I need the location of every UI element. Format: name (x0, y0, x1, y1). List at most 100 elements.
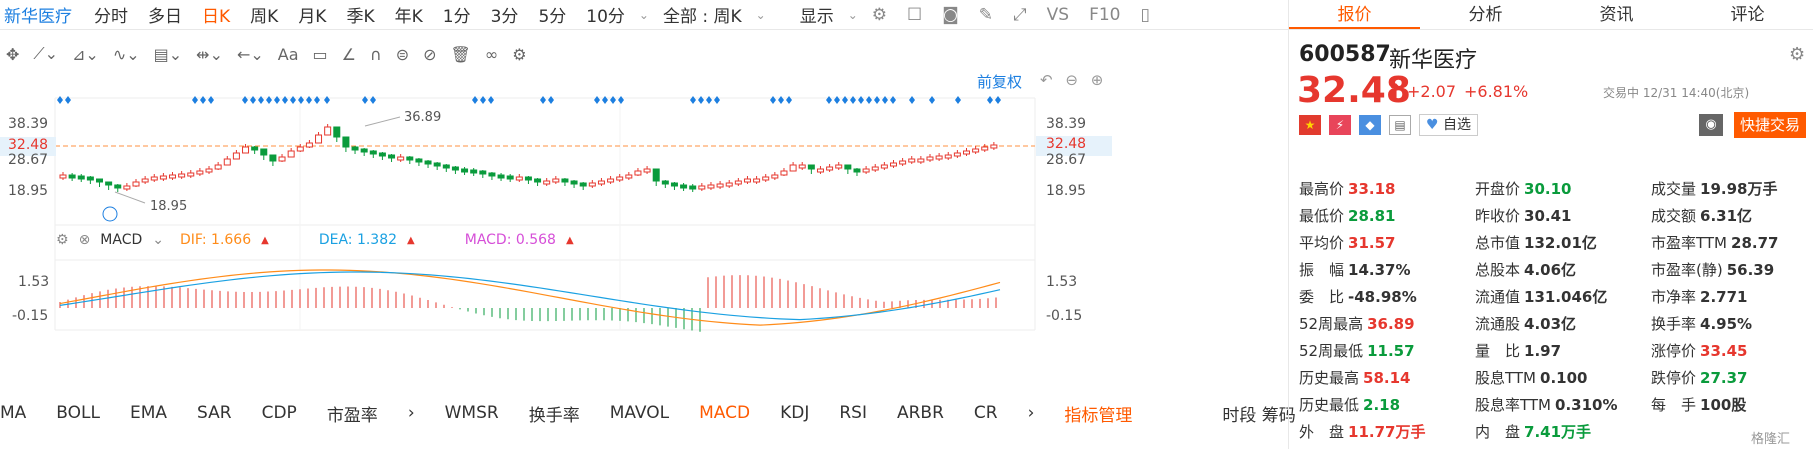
indicator-item[interactable]: SAR (197, 403, 232, 423)
dea-line (59, 271, 1001, 321)
period-tab[interactable]: 10分 (586, 7, 625, 27)
panel-settings-icon[interactable]: ⚙ (1789, 44, 1806, 65)
side-panel-icon[interactable]: ▯ (1140, 4, 1150, 25)
indicator-item[interactable]: ARBR (896, 403, 944, 423)
period-tab[interactable]: 季K (346, 7, 375, 27)
more-periods-chevron-icon[interactable]: ⌄ (638, 7, 649, 22)
period-tab[interactable]: 5分 (538, 7, 567, 27)
undo-icon[interactable]: ↶ (1040, 71, 1053, 89)
fullscreen-icon[interactable]: ⤢ (1013, 4, 1027, 25)
channel-tool-icon[interactable]: ⊿⌄ (72, 44, 99, 64)
quote-field: 总股本 4.06亿 (1475, 257, 1651, 284)
quote-field: 振 幅 14.37% (1299, 257, 1475, 284)
search-magnifier-icon[interactable] (102, 206, 118, 222)
period-tab[interactable]: 周K (250, 7, 279, 27)
quote-field-value: 30.10 (1524, 180, 1572, 198)
indicator-item[interactable]: 市盈率 (326, 405, 378, 426)
period-tab[interactable]: 1分 (442, 7, 471, 27)
macd-name[interactable]: MACD (100, 232, 143, 248)
layout-box-icon[interactable]: ☐ (907, 4, 923, 25)
tab-comments[interactable]: 评论 (1730, 5, 1765, 25)
watchlist-button[interactable]: ♥ 自选 (1419, 114, 1479, 136)
macd-settings-icon[interactable]: ⚙ (56, 232, 69, 248)
quote-field-label: 总市值 (1475, 234, 1521, 252)
move-cross-icon[interactable]: ✥ (6, 44, 20, 64)
indicator-more-chevron-icon[interactable]: › (1027, 403, 1035, 423)
draw-pen-icon[interactable]: ✎ (978, 4, 994, 25)
camera-icon[interactable]: ◙ (942, 4, 959, 25)
quote-field-label: 量 比 (1475, 342, 1521, 360)
zoom-in-icon[interactable]: ⊕ (1090, 71, 1104, 89)
tab-quote[interactable]: 报价 (1289, 0, 1420, 29)
alert-bell-icon[interactable]: ◉ (1699, 114, 1723, 136)
angle-tool-icon[interactable]: ∠ (341, 44, 357, 64)
period-tab[interactable]: 3分 (490, 7, 519, 27)
scope-chevron-icon[interactable]: ⌄ (755, 7, 766, 22)
price-change: +2.07 (1407, 82, 1457, 101)
indicator-item[interactable]: 换手率 (528, 405, 580, 426)
scope-dropdown[interactable]: 全部 : 周K (662, 7, 742, 27)
macd-chevron-icon[interactable]: ⌄ (152, 232, 164, 248)
note-icon[interactable]: ▤ (1389, 115, 1411, 135)
indicator-item[interactable]: WMSR (444, 403, 499, 423)
comment-tool-icon[interactable]: ▭ (312, 44, 328, 64)
period-tab[interactable]: 多日 (148, 7, 182, 27)
fib-tool-icon[interactable]: ▤⌄ (153, 44, 183, 64)
tab-analysis[interactable]: 分析 (1468, 5, 1503, 25)
vs-button[interactable]: VS (1046, 4, 1070, 25)
indicator-item[interactable]: CDP (261, 403, 297, 423)
display-chevron-icon[interactable]: ⌄ (847, 7, 858, 22)
line-tool-icon[interactable]: ⟋⌄ (33, 44, 59, 63)
display-dropdown[interactable]: 显示 (799, 7, 834, 27)
period-tab[interactable]: 月K (298, 7, 327, 27)
link-icon[interactable]: ∞ (484, 44, 499, 64)
indicator-more-chevron-icon[interactable]: › (407, 403, 415, 423)
axis-right-28: 28.67 (1046, 152, 1087, 168)
f10-button[interactable]: F10 (1089, 4, 1121, 25)
indicator-item[interactable]: MAVOL (609, 403, 670, 423)
delete-icon[interactable]: 🗑 (450, 44, 471, 64)
quote-field: 股息率TTM 0.310% (1475, 392, 1651, 419)
price-adjust-dropdown[interactable]: 前复权 (977, 73, 1023, 91)
indicator-item[interactable]: EMA (129, 403, 168, 423)
macd-axis-right-bottom: -0.15 (1046, 308, 1083, 324)
signal-markers (57, 96, 1001, 104)
indicator-item[interactable]: MACD (699, 403, 751, 423)
indicator-right-tools[interactable]: 时段 筹码 (1222, 405, 1296, 426)
hide-drawings-icon[interactable]: ⊘ (423, 44, 437, 64)
quote-field: 流通值 131.046亿 (1475, 284, 1651, 311)
settings-gear-icon[interactable]: ⚙ (871, 4, 888, 25)
quote-field-value: 132.01亿 (1524, 234, 1597, 252)
period-tab[interactable]: 分时 (94, 7, 128, 27)
arrow-tool-icon[interactable]: ←⌄ (236, 44, 264, 64)
last-price: 32.48 (1297, 70, 1411, 111)
indicator-item[interactable]: MA (0, 403, 27, 423)
zoom-out-icon[interactable]: ⊖ (1065, 71, 1078, 89)
lock-drawings-icon[interactable]: ⊜ (395, 44, 410, 64)
stock-symbol-label[interactable]: 新华医疗 (4, 7, 72, 27)
tab-news[interactable]: 资讯 (1599, 5, 1634, 25)
kline-chart[interactable]: 36.89 18.95 (0, 90, 1112, 400)
indicator-item[interactable]: CR (973, 403, 998, 423)
indicator-item[interactable]: KDJ (780, 403, 810, 423)
quote-field: 量 比 1.97 (1475, 338, 1651, 365)
period-tab[interactable]: 年K (394, 7, 423, 27)
quote-field-value: 11.77万手 (1348, 423, 1426, 441)
macd-header: ⚙ ⊗ MACD ⌄ DIF: 1.666 ▲ DEA: 1.382 ▲ MACD:… (56, 232, 574, 248)
quick-trade-button[interactable]: 快捷交易 (1734, 112, 1806, 138)
text-tool-icon[interactable]: Aa (277, 44, 299, 64)
macd-close-icon[interactable]: ⊗ (78, 232, 91, 248)
quote-field: 成交额 6.31亿 (1651, 203, 1813, 230)
indicator-item[interactable]: RSI (839, 403, 867, 423)
tag-icon[interactable]: ◆ (1359, 115, 1381, 135)
margin-icon[interactable]: ⚡ (1329, 115, 1351, 135)
dif-line (59, 269, 1001, 326)
period-tab[interactable]: 日K (202, 7, 231, 27)
magnet-icon[interactable]: ∩ (370, 44, 382, 64)
quote-field-label: 每 手 (1651, 396, 1697, 414)
wave-tool-icon[interactable]: ∿⌄ (112, 44, 140, 64)
indicator-manage-button[interactable]: 指标管理 (1064, 405, 1133, 426)
range-tool-icon[interactable]: ⇹⌄ (196, 44, 223, 64)
indicator-item[interactable]: BOLL (56, 403, 100, 423)
toolbar-settings-icon[interactable]: ⚙ (512, 44, 527, 64)
